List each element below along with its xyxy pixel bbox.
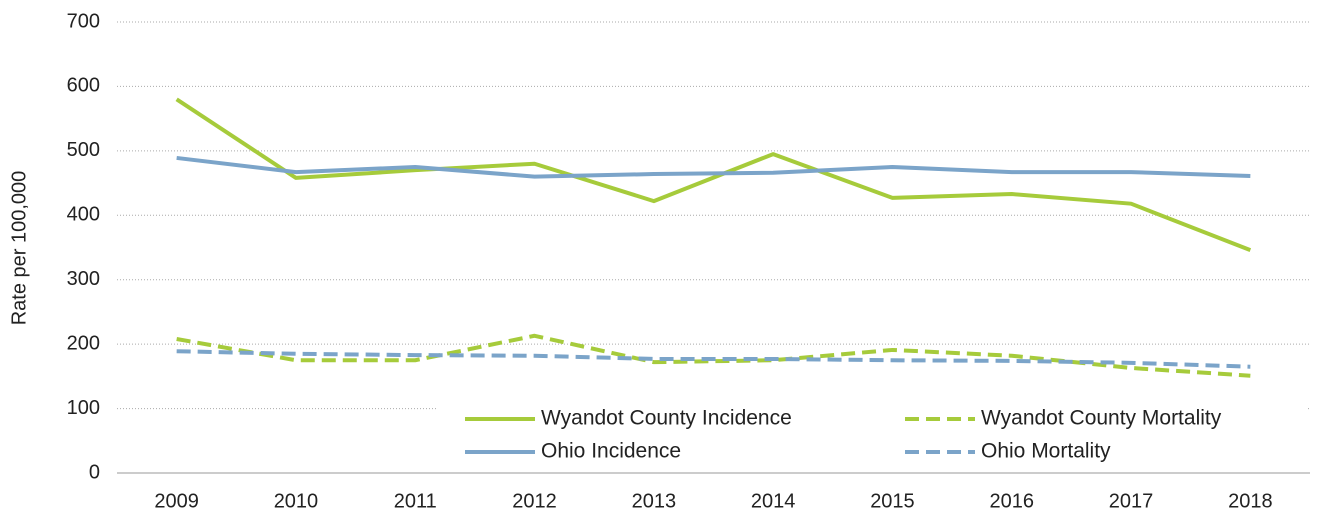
y-tick-label: 100 [67,397,100,419]
y-axis-title: Rate per 100,000 [8,171,30,326]
legend-label: Ohio Incidence [541,440,681,463]
y-tick-label: 0 [89,461,100,483]
x-tick-label: 2016 [990,490,1035,512]
y-tick-label: 300 [67,268,100,290]
y-tick-label: 200 [67,332,100,354]
x-tick-label: 2017 [1109,490,1154,512]
x-tick-label: 2018 [1228,490,1273,512]
data-line [176,333,1251,378]
y-tick-label: 400 [67,204,100,226]
legend-label: Wyandot County Incidence [541,407,792,430]
x-tick-label: 2009 [154,490,199,512]
x-tick-label: 2013 [632,490,677,512]
x-tick-label: 2012 [512,490,557,512]
legend-label: Ohio Mortality [981,440,1111,463]
legend-label: Wyandot County Mortality [981,407,1222,430]
data-line [176,155,1251,179]
y-tick-label: 700 [67,10,100,32]
data-line [176,349,1251,369]
y-tick-label: 500 [67,139,100,161]
x-tick-label: 2015 [870,490,915,512]
legend-background [437,400,1307,468]
x-tick-label: 2014 [751,490,796,512]
x-tick-label: 2011 [394,490,437,512]
y-tick-label: 600 [67,75,100,97]
x-tick-label: 2010 [274,490,319,512]
legend: Wyandot County Incidence Wyandot County M… [437,400,1307,468]
data-line [175,97,1252,252]
